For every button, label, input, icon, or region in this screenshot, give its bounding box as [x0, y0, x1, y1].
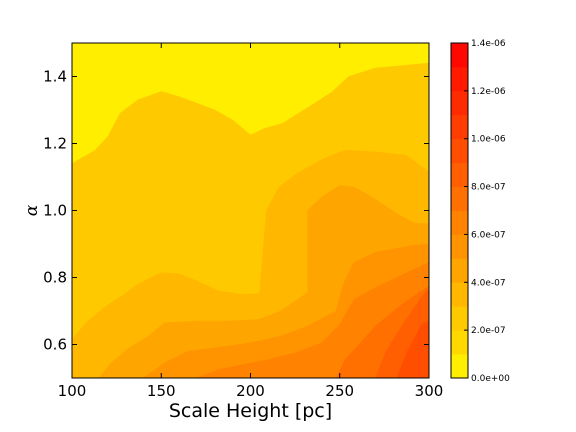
- colorbar-segment-10: [451, 138, 468, 164]
- colorbar: 0.0e+00 2.0e-07 4.0e-07 6.0e-07 8.0e-07 1.0e-…: [450, 39, 510, 384]
- contour-bands: [72, 62, 429, 378]
- colorbar-tick-label-0: 0.0e+00: [471, 374, 510, 384]
- y-tick-label-1.2: 1.2: [43, 135, 67, 153]
- x-tick-label-150: 150: [147, 382, 176, 400]
- y-axis: 0.6 0.8 1.0 1.2 1.4: [43, 68, 429, 354]
- colorbar-tick-label-4: 8.0e-07: [471, 183, 506, 193]
- colorbar-segment-4: [451, 282, 468, 307]
- y-axis-title: α: [22, 204, 42, 216]
- x-axis: 100 150 200 250 300: [58, 43, 444, 400]
- colorbar-segment-2: [451, 330, 468, 355]
- y-tick-label-1.0: 1.0: [43, 202, 67, 220]
- colorbar-segment-5: [451, 258, 468, 283]
- colorbar-segment-7: [451, 210, 468, 235]
- y-tick-label-0.6: 0.6: [43, 336, 67, 354]
- x-axis-title: Scale Height [pc]: [169, 400, 332, 422]
- colorbar-segment-8: [451, 186, 468, 211]
- colorbar-segment-9: [451, 162, 468, 187]
- x-tick-label-300: 300: [415, 382, 444, 400]
- x-tick-label-250: 250: [325, 382, 354, 400]
- colorbar-segment-11: [451, 114, 468, 140]
- colorbar-segment-1: [451, 354, 468, 379]
- x-tick-label-200: 200: [236, 382, 265, 400]
- colorbar-tick-label-1: 2.0e-07: [471, 326, 506, 336]
- colorbar-segment-12: [451, 90, 468, 116]
- colorbar-tick-label-6: 1.2e-06: [471, 87, 506, 97]
- colorbar-frame: [450, 42, 469, 379]
- colorbar-segment-6: [451, 234, 468, 259]
- colorbar-segment-3: [451, 306, 468, 331]
- x-tick-label-100: 100: [58, 382, 87, 400]
- colorbar-tick-label-7: 1.4e-06: [471, 39, 506, 49]
- colorbar-tick-label-3: 6.0e-07: [471, 230, 506, 240]
- y-tick-label-0.8: 0.8: [43, 269, 67, 287]
- contour-band-8: [396, 320, 429, 378]
- colorbar-tick-label-5: 1.0e-06: [471, 135, 506, 145]
- colorbar-tick-label-2: 4.0e-07: [471, 278, 506, 288]
- colorbar-segment-13: [451, 66, 468, 92]
- colorbar-segment-14: [451, 43, 468, 68]
- y-tick-label-1.4: 1.4: [43, 68, 67, 86]
